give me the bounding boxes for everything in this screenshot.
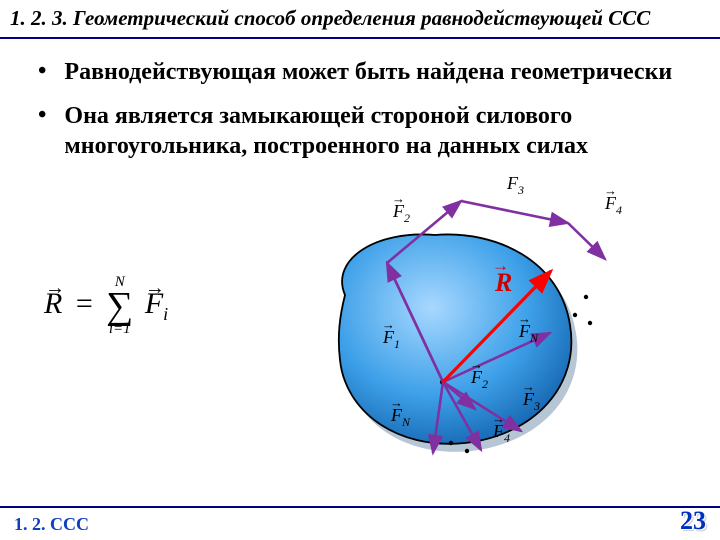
bullet-text-2: Она является замыкающей стороной силовог… xyxy=(64,101,690,161)
svg-text:→: → xyxy=(470,357,483,372)
formula: → R = N ∑ i=1 → Fi xyxy=(44,275,168,337)
svg-text:4: 4 xyxy=(504,431,510,445)
svg-text:N: N xyxy=(529,331,539,345)
svg-text:→: → xyxy=(392,191,405,206)
bullet-text-1: Равнодействующая может быть найдена геом… xyxy=(64,57,672,87)
bullet-item: • Она является замыкающей стороной силов… xyxy=(30,101,690,161)
sum-lower: i=1 xyxy=(106,322,133,337)
svg-text:→: → xyxy=(382,317,395,332)
bullet-item: • Равнодействующая может быть найдена ге… xyxy=(30,57,690,87)
svg-text:3: 3 xyxy=(517,183,524,197)
bullet-dot: • xyxy=(38,57,46,87)
content-area: • Равнодействующая может быть найдена ге… xyxy=(0,39,720,475)
bullet-dot: • xyxy=(38,101,46,161)
svg-text:→: → xyxy=(522,379,535,394)
svg-text:N: N xyxy=(401,415,411,429)
footer: 1. 2. ССС 23 xyxy=(0,508,720,540)
header-title: 1. 2. 3. Геометрический способ определен… xyxy=(10,6,650,30)
footer-section: 1. 2. ССС xyxy=(14,514,89,535)
svg-text:3: 3 xyxy=(533,399,540,413)
diagram-area: → R = N ∑ i=1 → Fi F→1F→NF→NF→4F→3F→2F→2… xyxy=(30,175,690,475)
svg-text:1: 1 xyxy=(394,337,400,351)
force-diagram: F→1F→NF→NF→4F→3F→2F→2F→3F→4R→ xyxy=(285,175,645,475)
svg-text:→: → xyxy=(506,175,519,178)
svg-text:→: → xyxy=(604,183,617,198)
svg-text:4: 4 xyxy=(616,203,622,217)
svg-text:→: → xyxy=(390,395,403,410)
svg-text:→: → xyxy=(518,311,531,326)
svg-text:2: 2 xyxy=(404,211,410,225)
svg-text:2: 2 xyxy=(482,377,488,391)
page-number: 23 xyxy=(680,506,706,536)
sigma-icon: ∑ xyxy=(106,290,133,322)
formula-eq: = xyxy=(76,287,93,320)
svg-text:→: → xyxy=(492,256,509,275)
slide-header: 1. 2. 3. Геометрический способ определен… xyxy=(0,0,720,39)
formula-rhs-sub: i xyxy=(163,304,168,324)
